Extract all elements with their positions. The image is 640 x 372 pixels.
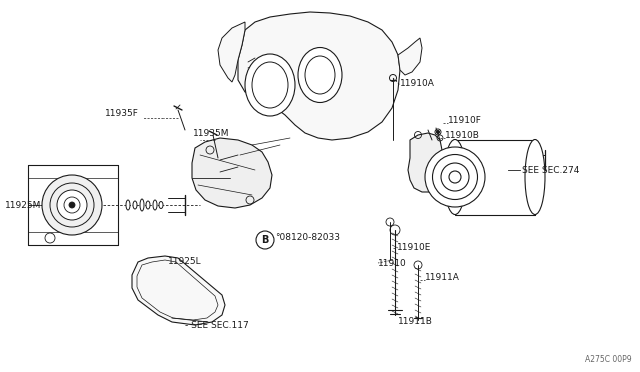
Text: 11935F: 11935F (105, 109, 139, 118)
Text: 11910: 11910 (378, 259, 407, 267)
Ellipse shape (444, 140, 466, 215)
Text: 11925L: 11925L (168, 257, 202, 266)
Ellipse shape (153, 200, 157, 210)
Text: 11910F: 11910F (448, 115, 482, 125)
Circle shape (50, 183, 94, 227)
Circle shape (42, 175, 102, 235)
Text: SEE SEC.274: SEE SEC.274 (522, 166, 579, 174)
Ellipse shape (305, 56, 335, 94)
Ellipse shape (252, 62, 288, 108)
Ellipse shape (441, 163, 469, 191)
Text: 11910A: 11910A (400, 78, 435, 87)
Ellipse shape (140, 199, 144, 211)
Circle shape (436, 131, 440, 134)
Polygon shape (192, 138, 272, 208)
Polygon shape (398, 38, 422, 75)
Ellipse shape (133, 201, 137, 209)
Text: 11935M: 11935M (193, 128, 230, 138)
Ellipse shape (126, 200, 130, 210)
Text: A275C 00P9: A275C 00P9 (586, 355, 632, 364)
Ellipse shape (525, 140, 545, 215)
Ellipse shape (298, 48, 342, 103)
Polygon shape (132, 256, 225, 325)
Text: - SEE SEC.117: - SEE SEC.117 (185, 321, 249, 330)
Circle shape (69, 202, 75, 208)
Ellipse shape (245, 54, 295, 116)
Ellipse shape (146, 201, 150, 209)
Text: B: B (261, 235, 269, 245)
Polygon shape (238, 12, 400, 140)
Text: 11910B: 11910B (445, 131, 480, 140)
Ellipse shape (159, 202, 163, 208)
Ellipse shape (449, 171, 461, 183)
Text: 11911B: 11911B (398, 317, 433, 327)
Text: 11911A: 11911A (425, 273, 460, 282)
Ellipse shape (433, 154, 477, 199)
Text: 11910E: 11910E (397, 244, 431, 253)
Polygon shape (218, 22, 245, 82)
Text: °08120-82033: °08120-82033 (275, 232, 340, 241)
Polygon shape (408, 133, 448, 192)
Ellipse shape (425, 147, 485, 207)
Circle shape (57, 190, 87, 220)
Text: 11925M: 11925M (5, 201, 42, 209)
